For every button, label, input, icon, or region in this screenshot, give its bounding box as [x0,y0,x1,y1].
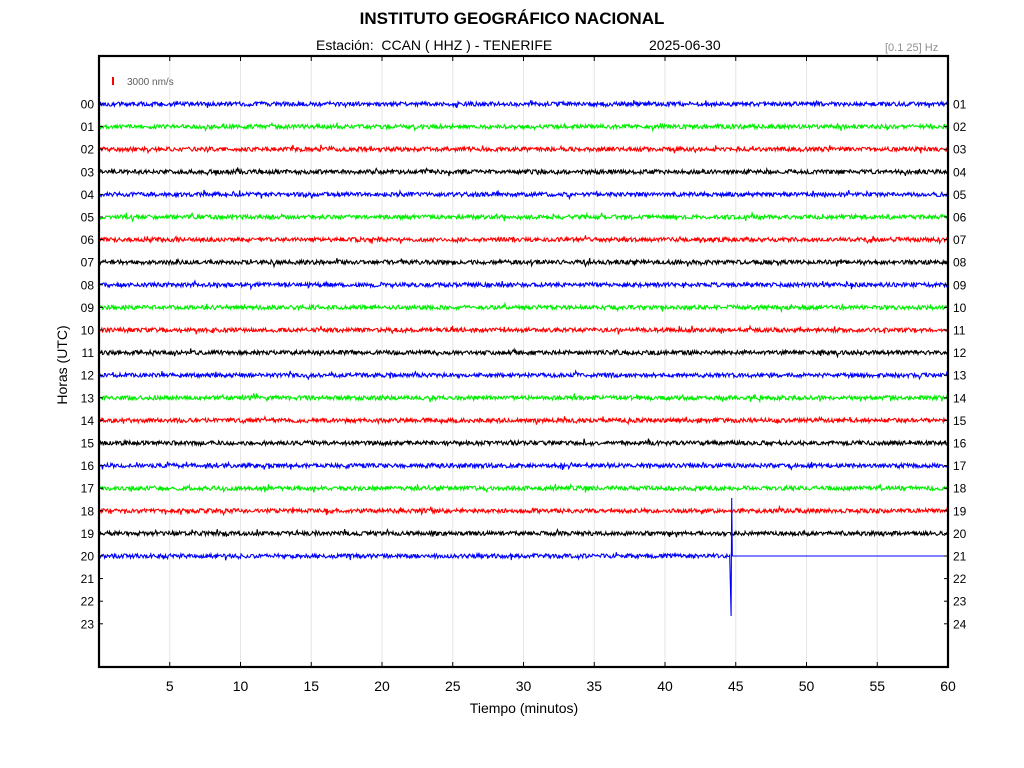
left-tick-label: 01 [81,120,95,134]
seismic-trace [98,121,948,133]
x-tick-label: 10 [233,678,249,694]
chart-date: 2025-06-30 [649,37,721,53]
station-subtitle: Estación: CCAN ( HHZ ) - TENERIFE [316,37,553,53]
left-tick-label: 09 [81,301,95,315]
chart-title: INSTITUTO GEOGRÁFICO NACIONAL [359,9,665,28]
plot-frame [97,54,950,669]
right-tick-label: 15 [953,414,967,428]
x-tick-label: 40 [657,678,673,694]
seismic-trace [98,347,948,359]
right-tick-label: 18 [953,482,967,496]
right-tick-label: 08 [953,256,967,270]
right-tick-label: 10 [953,301,967,315]
left-tick-label: 20 [81,550,95,564]
x-tick-label: 55 [869,678,885,694]
left-tick-label: 17 [81,482,95,496]
seismic-trace [98,144,948,155]
seismic-trace [98,279,948,291]
right-tick-label: 05 [953,188,967,202]
right-tick-label: 02 [953,120,967,134]
x-tick-label: 25 [445,678,461,694]
seismic-trace [98,301,948,314]
right-tick-label: 24 [953,617,967,631]
right-tick-label: 13 [953,369,967,383]
seismic-trace [98,99,948,109]
left-tick-label: 12 [81,369,95,383]
x-tick-label: 5 [166,678,174,694]
x-axis-label: Tiempo (minutos) [469,700,579,716]
left-tick-label: 18 [81,504,95,518]
x-tick-label: 50 [799,678,815,694]
left-tick-label: 10 [81,324,95,338]
right-tick-label: 20 [953,527,967,541]
right-tick-label: 21 [953,550,967,564]
scale-label: 3000 nm/s [127,77,174,88]
seismic-trace [98,504,948,517]
seismic-trace [98,188,948,201]
left-tick-label: 16 [81,459,95,473]
left-tick-label: 19 [81,527,95,541]
left-tick-label: 22 [81,595,95,609]
seismic-trace [98,527,948,538]
frequency-band: [0.1 25] Hz [885,42,939,54]
right-tick-label: 04 [953,165,967,179]
seismic-trace [98,482,948,494]
left-tick-label: 07 [81,256,95,270]
seismic-trace [98,369,948,381]
seismic-trace [98,438,948,448]
right-tick-label: 06 [953,211,967,225]
right-tick-label: 16 [953,437,967,451]
left-tick-label: 11 [82,346,95,360]
left-tick-label: 03 [81,165,95,179]
right-tick-label: 23 [953,595,967,609]
x-tick-label: 45 [728,678,744,694]
seismic-trace [98,324,948,335]
seismic-trace [98,460,948,472]
left-tick-label: 21 [81,572,95,586]
right-tick-label: 03 [953,143,967,157]
left-tick-label: 23 [81,617,95,631]
right-tick-label: 19 [953,504,967,518]
left-tick-label: 00 [81,98,95,112]
left-tick-label: 04 [81,188,95,202]
right-tick-label: 11 [953,324,966,338]
seismic-trace [98,414,948,426]
right-tick-label: 09 [953,278,967,292]
right-tick-label: 01 [953,98,967,112]
x-tick-label: 30 [516,678,532,694]
left-tick-label: 15 [81,437,95,451]
x-tick-label: 35 [586,678,602,694]
x-tick-label: 15 [303,678,319,694]
seismic-trace [98,234,948,246]
right-tick-label: 14 [953,391,967,405]
left-tick-label: 05 [81,211,95,225]
right-tick-label: 22 [953,572,967,586]
seismic-trace [98,497,948,617]
seismic-trace [98,393,948,404]
left-tick-label: 08 [81,278,95,292]
left-tick-label: 14 [81,414,95,428]
seismic-trace [98,166,948,177]
right-tick-label: 07 [953,233,967,247]
seismic-trace [98,210,948,223]
left-tick-label: 02 [81,143,95,157]
right-tick-label: 12 [953,346,967,360]
x-tick-label: 20 [374,678,390,694]
seismic-trace [98,257,948,269]
right-tick-label: 17 [953,459,967,473]
x-tick-label: 60 [940,678,956,694]
left-tick-label: 13 [81,391,95,405]
left-tick-label: 06 [81,233,95,247]
